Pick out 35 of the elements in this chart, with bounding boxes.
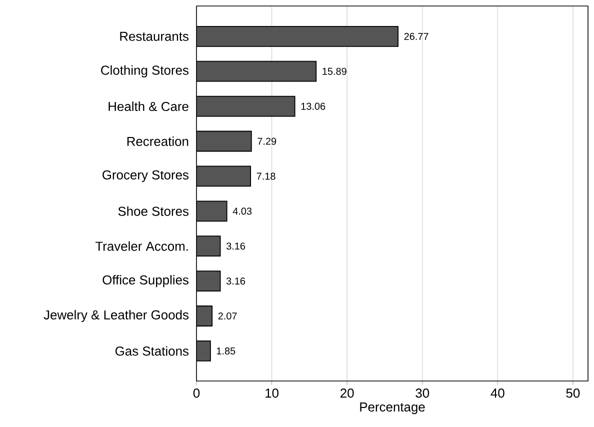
data-label: 7.18 [256,172,276,180]
data-label: 13.06 [301,102,326,110]
y-tick-label: Clothing Stores [101,65,188,78]
y-tick-label: Recreation [127,136,188,146]
y-tick-label: Jewelry & Leather Goods [44,310,188,322]
x-tick-label: 0 [193,388,200,398]
bar [196,26,398,47]
data-label: 2.07 [218,312,237,320]
bar [196,130,252,152]
data-label: 3.16 [226,242,246,250]
data-label: 15.89 [322,68,346,75]
bar [196,270,221,292]
y-tick-label: Health & Care [108,102,188,112]
x-tick-label: 50 [566,388,580,398]
x-tick-label: 30 [416,388,430,398]
x-axis-title: Percentage [360,402,425,414]
x-tick-label: 40 [490,388,504,398]
y-tick-label: Office Supplies [102,275,188,288]
data-label: 3.16 [226,278,246,285]
y-tick-label: Gas Stations [115,346,189,356]
data-label: 4.03 [232,208,252,215]
bar [196,166,252,187]
bar [196,200,228,222]
bar [196,60,317,82]
y-tick-label: Grocery Stores [102,170,188,182]
bar [196,236,221,257]
y-tick-label: Restaurants [120,32,189,41]
bar [196,96,296,117]
y-tick-label: Traveler Accom. [95,241,188,251]
y-tick-label: Shoe Stores [118,206,188,216]
data-label: 1.85 [216,347,236,354]
x-tick-label: 20 [340,388,354,398]
x-tick-label: 10 [266,388,278,398]
data-label: 7.29 [258,138,276,145]
data-label: 26.77 [404,32,428,40]
